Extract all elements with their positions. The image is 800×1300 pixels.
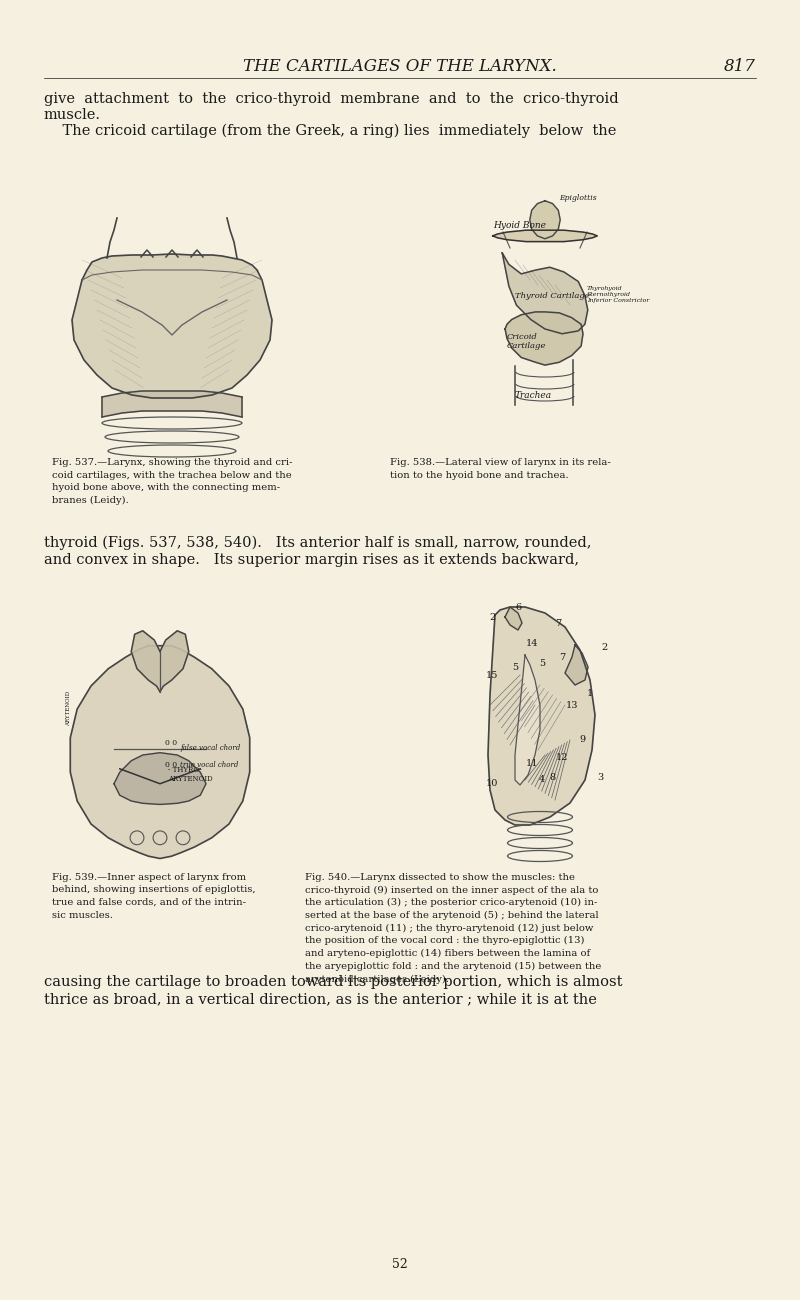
Text: 13: 13 (566, 701, 578, 710)
Polygon shape (70, 646, 250, 858)
Polygon shape (515, 655, 540, 785)
Text: Fig. 539.—Inner aspect of larynx from
behind, showing insertions of epiglottis,
: Fig. 539.—Inner aspect of larynx from be… (52, 874, 256, 919)
Text: 1: 1 (587, 689, 593, 698)
Text: 817: 817 (724, 58, 756, 75)
Polygon shape (505, 312, 583, 365)
Text: Epiglottis: Epiglottis (559, 194, 597, 202)
Text: 0 0: 0 0 (165, 760, 177, 770)
Text: thrice as broad, in a vertical direction, as is the anterior ; while it is at th: thrice as broad, in a vertical direction… (44, 992, 597, 1006)
Polygon shape (488, 607, 595, 826)
Text: 5: 5 (539, 659, 545, 667)
Text: 6: 6 (515, 602, 521, 611)
Text: Fig. 540.—Larynx dissected to show the muscles: the
crico-thyroid (9) inserted o: Fig. 540.—Larynx dissected to show the m… (305, 874, 602, 984)
Polygon shape (160, 630, 189, 692)
Text: give  attachment  to  the  crico-thyroid  membrane  and  to  the  crico-thyroid: give attachment to the crico-thyroid mem… (44, 92, 618, 107)
Text: 10: 10 (486, 779, 498, 788)
Polygon shape (530, 200, 560, 239)
Text: 12: 12 (556, 753, 568, 762)
Text: 7: 7 (555, 619, 561, 628)
Text: Fig. 538.—Lateral view of larynx in its rela-
tion to the hyoid bone and trachea: Fig. 538.—Lateral view of larynx in its … (390, 458, 610, 480)
Text: 8: 8 (549, 772, 555, 781)
Polygon shape (102, 391, 242, 417)
Text: Thyroid Cartilage: Thyroid Cartilage (515, 292, 590, 300)
Text: 11: 11 (526, 758, 538, 767)
Polygon shape (114, 753, 206, 805)
Text: ARYTENOID: ARYTENOID (66, 690, 70, 725)
Text: - THYRO-
ARYTENOID: - THYRO- ARYTENOID (168, 766, 213, 783)
Text: 9: 9 (579, 736, 585, 745)
Text: Cricoid
Cartilage: Cricoid Cartilage (507, 333, 546, 350)
Text: 2: 2 (602, 642, 608, 651)
Text: false vocal chord: false vocal chord (180, 744, 240, 751)
Text: 52: 52 (392, 1258, 408, 1271)
Polygon shape (505, 607, 522, 630)
Text: The cricoid cartilage (from the Greek, a ring) lies  immediately  below  the: The cricoid cartilage (from the Greek, a… (44, 124, 616, 138)
Text: 7: 7 (559, 653, 565, 662)
Text: causing the cartilage to broaden toward its posterior portion, which is almost: causing the cartilage to broaden toward … (44, 975, 622, 989)
Text: 5: 5 (512, 663, 518, 672)
Text: true vocal chord: true vocal chord (180, 760, 238, 770)
Text: 14: 14 (526, 638, 538, 647)
Text: 15: 15 (486, 671, 498, 680)
Text: and convex in shape.   Its superior margin rises as it extends backward,: and convex in shape. Its superior margin… (44, 552, 579, 567)
Polygon shape (565, 645, 588, 685)
Polygon shape (493, 230, 598, 242)
Text: muscle.: muscle. (44, 108, 101, 122)
Text: Trachea: Trachea (514, 391, 551, 400)
Polygon shape (502, 254, 588, 334)
Text: thyroid (Figs. 537, 538, 540).   Its anterior half is small, narrow, rounded,: thyroid (Figs. 537, 538, 540). Its anter… (44, 536, 591, 550)
Text: 4: 4 (539, 776, 545, 784)
Text: 3: 3 (597, 772, 603, 781)
Text: Fig. 537.—Larynx, showing the thyroid and cri-
coid cartilages, with the trachea: Fig. 537.—Larynx, showing the thyroid an… (52, 458, 293, 504)
Text: Thyrohyoid
Sternothyroid
Inferior Constrictor: Thyrohyoid Sternothyroid Inferior Constr… (587, 286, 650, 303)
Text: THE CARTILAGES OF THE LARYNX.: THE CARTILAGES OF THE LARYNX. (243, 58, 557, 75)
Text: Hyoid Bone: Hyoid Bone (493, 221, 546, 230)
Text: 2: 2 (489, 612, 495, 621)
Polygon shape (72, 254, 272, 398)
Text: 0 0: 0 0 (165, 738, 177, 748)
Polygon shape (131, 630, 160, 692)
